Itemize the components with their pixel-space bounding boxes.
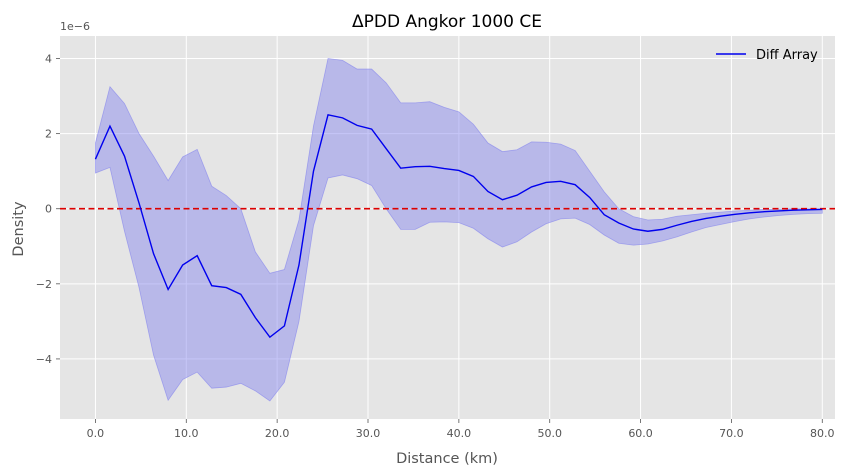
y-tick-label: 4	[45, 53, 52, 66]
x-tick-label: 60.0	[628, 427, 653, 440]
grid	[60, 36, 835, 419]
y-tick-label: 2	[45, 128, 52, 141]
x-tick-label: 40.0	[447, 427, 472, 440]
x-tick-label: 50.0	[537, 427, 562, 440]
confidence-band	[95, 58, 823, 402]
legend-label: Diff Array	[756, 48, 818, 63]
y-axis-label: Density	[11, 201, 27, 257]
y-tick-labels: −4 −2 0 2 4	[36, 53, 60, 366]
y-tick-label: −4	[36, 353, 52, 366]
chart-title: ΔPDD Angkor 1000 CE	[352, 12, 542, 32]
y-tick-label: 0	[45, 203, 52, 216]
x-tick-label: 70.0	[719, 427, 744, 440]
x-axis-label: Distance (km)	[396, 451, 498, 467]
x-tick-label: 80.0	[810, 427, 835, 440]
x-tick-label: 30.0	[356, 427, 381, 440]
x-tick-label: 0.0	[87, 427, 105, 440]
x-tick-label: 20.0	[265, 427, 290, 440]
series-line-diff-array	[94, 114, 823, 339]
y-tick-label: −2	[36, 278, 52, 291]
x-tick-label: 10.0	[174, 427, 199, 440]
x-tick-labels: 0.0 10.0 20.0 30.0 40.0 50.0 60.0 70.0 80.0	[87, 419, 835, 440]
y-scale-label: 1e−6	[60, 20, 90, 33]
legend: Diff Array	[716, 48, 818, 63]
